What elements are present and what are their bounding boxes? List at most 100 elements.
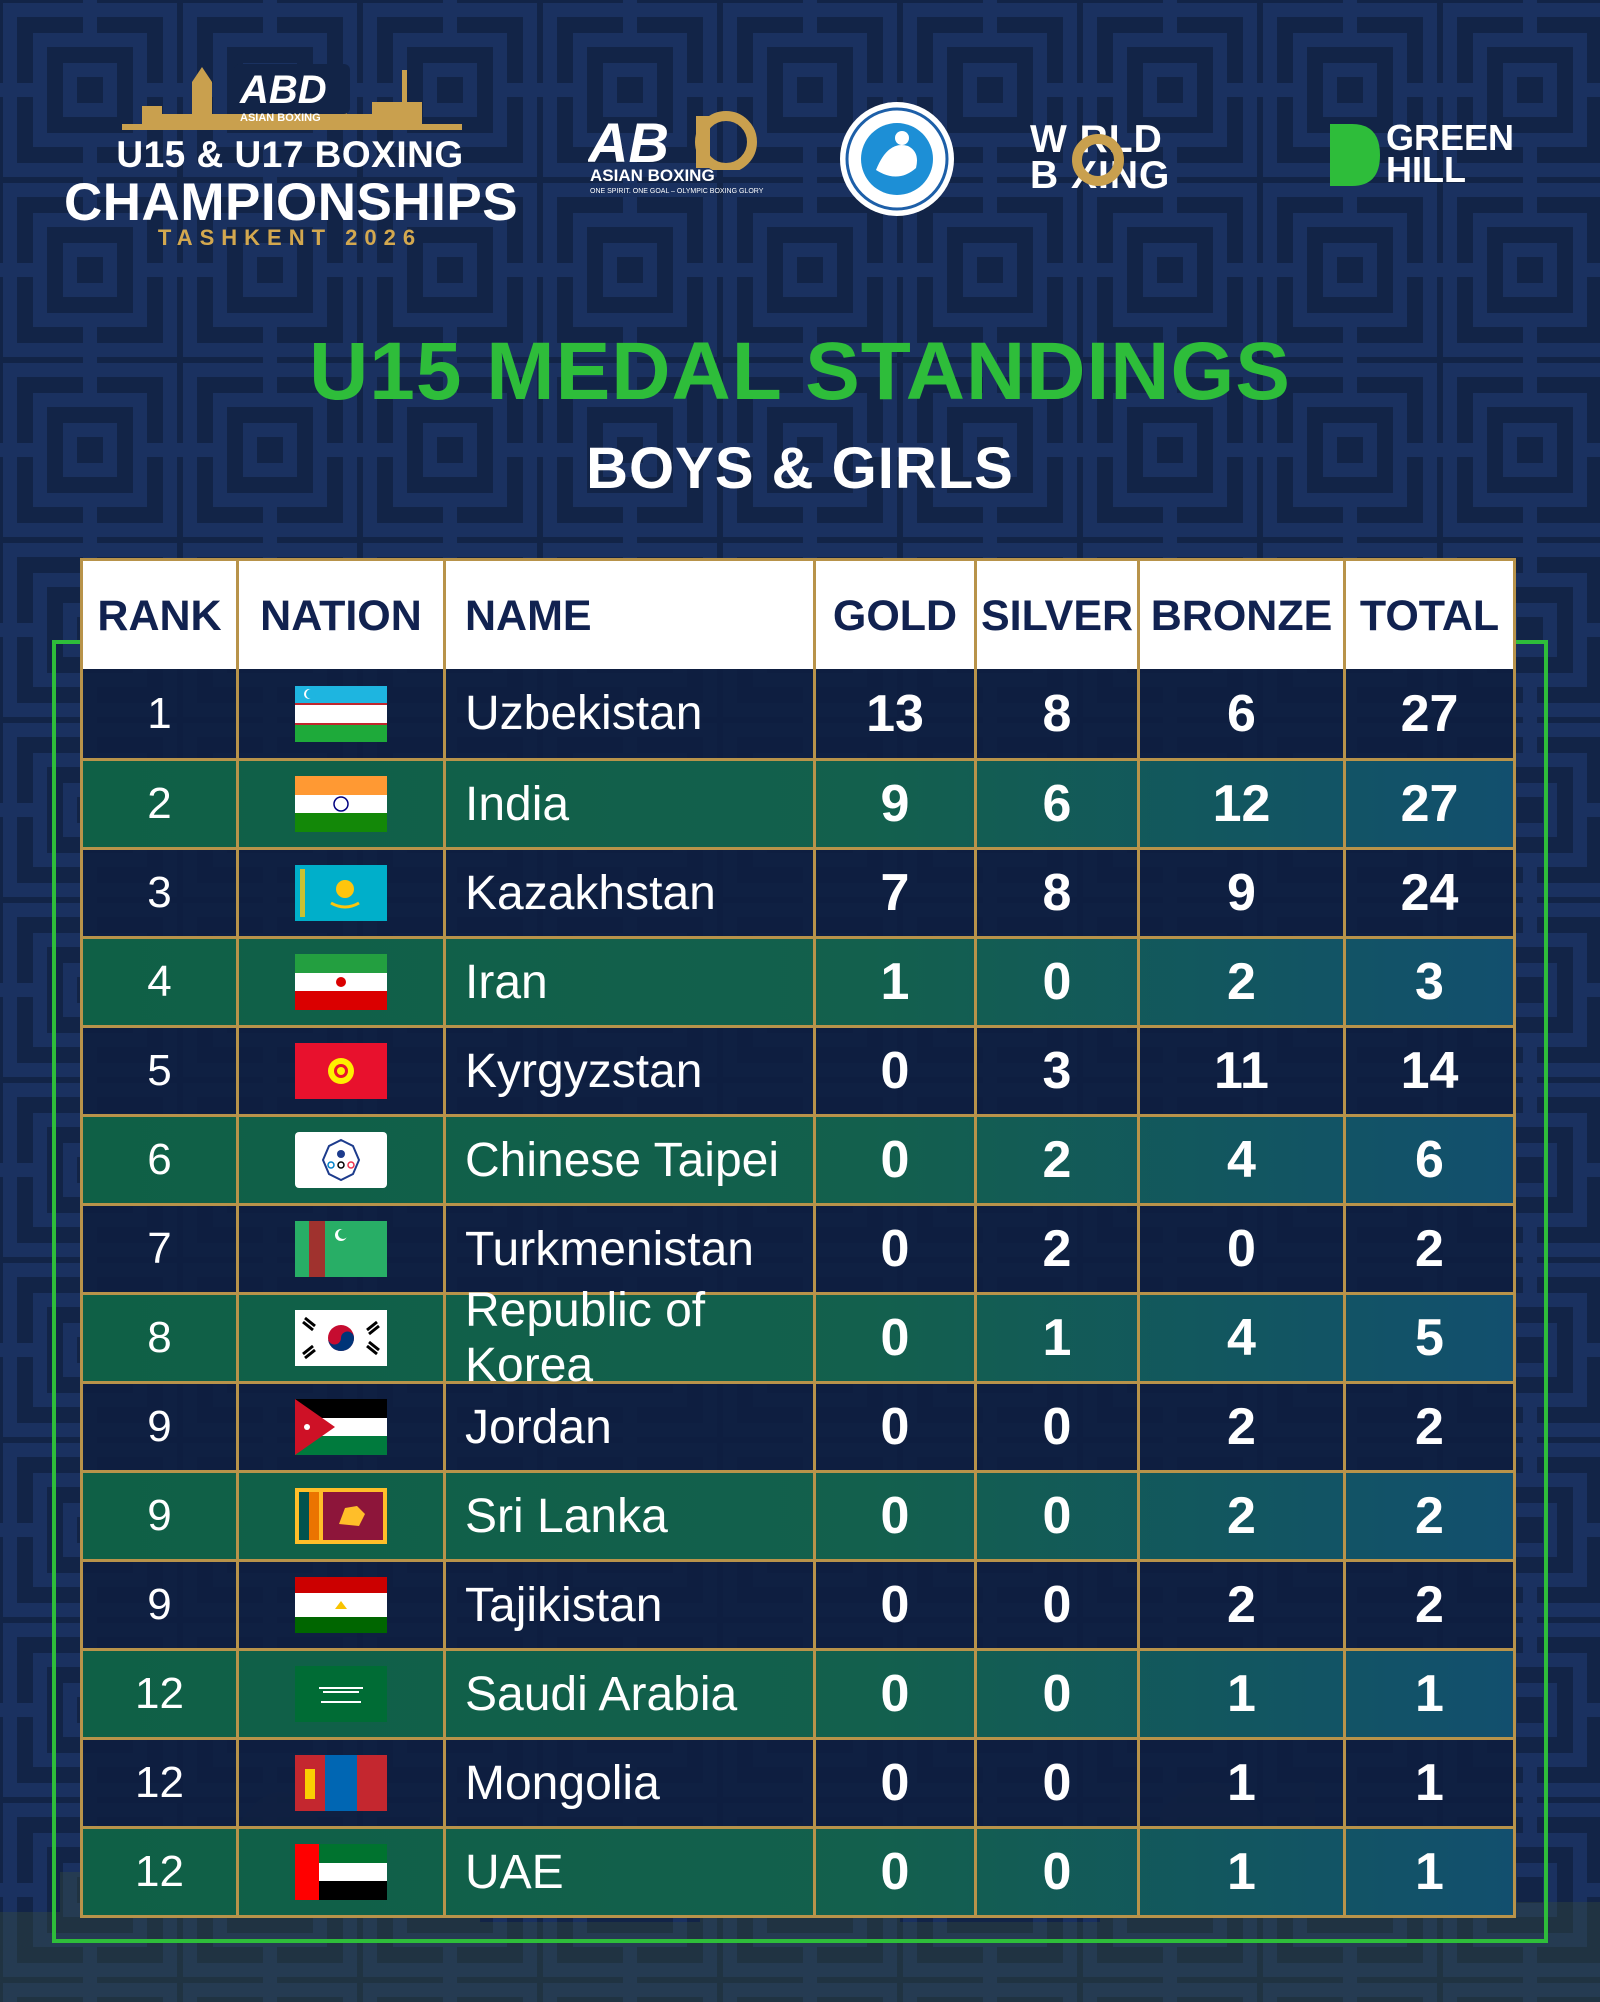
silver-cell: 8 <box>974 850 1137 936</box>
rank-cell: 7 <box>147 1224 172 1273</box>
gold-cell: 0 <box>813 1740 974 1826</box>
nation-cell <box>236 1829 443 1915</box>
gold-cell: 0 <box>813 1384 974 1470</box>
silver-cell: 0 <box>974 1384 1137 1470</box>
gold-cell: 9 <box>813 761 974 847</box>
world-boxing-line2: B XING <box>1030 154 1171 197</box>
total-cell: 14 <box>1343 1028 1513 1114</box>
bronze-cell: 9 <box>1137 850 1343 936</box>
kyrgyzstan-flag-icon <box>295 1043 387 1099</box>
silver-cell: 2 <box>974 1206 1137 1292</box>
table-header-row: RANK NATION NAME GOLD SILVER BRONZE TOTA… <box>83 561 1513 669</box>
abd-mark: ABD <box>240 68 327 112</box>
total-cell: 27 <box>1343 669 1513 758</box>
name-cell: Tajikistan <box>443 1562 813 1648</box>
bronze-cell: 1 <box>1137 1651 1343 1737</box>
name-cell: Kazakhstan <box>443 850 813 936</box>
chinese-taipei-flag-icon <box>295 1132 387 1188</box>
page-title: U15 MEDAL STANDINGS <box>309 326 1291 417</box>
name-cell: Republic of Korea <box>443 1284 813 1392</box>
column-header-rank: RANK <box>97 591 222 640</box>
tashkent-skyline-crown-icon <box>122 64 462 130</box>
rank-cell: 9 <box>147 1491 172 1540</box>
nation-cell <box>236 1740 443 1826</box>
name-cell: Kyrgyzstan <box>443 1028 813 1114</box>
gold-cell: 1 <box>813 939 974 1025</box>
rank-cell: 4 <box>147 957 172 1006</box>
table-row: 12 Mongolia 0 0 1 1 <box>83 1737 1513 1826</box>
svg-text:AB: AB <box>588 111 669 170</box>
rank-cell: 12 <box>135 1847 184 1896</box>
nation-cell <box>236 939 443 1025</box>
total-cell: 2 <box>1343 1473 1513 1559</box>
gold-cell: 0 <box>813 1473 974 1559</box>
name-cell: Jordan <box>443 1384 813 1470</box>
abd-logo-icon: AB <box>586 111 757 174</box>
championship-logo: ABD ASIAN BOXING U15 & U17 BOXING CHAMPI… <box>64 62 518 252</box>
gold-cell: 0 <box>813 1295 974 1381</box>
gold-cell: 7 <box>813 850 974 936</box>
table-row: 7 Turkmenistan 0 2 0 2 <box>83 1203 1513 1292</box>
table-row: 4 Iran 1 0 2 3 <box>83 936 1513 1025</box>
silver-cell: 1 <box>974 1295 1137 1381</box>
uzbekistan-boxing-federation-logo <box>840 102 954 216</box>
nation-cell <box>236 850 443 936</box>
world-boxing-logo: W RLD B XING <box>1030 118 1260 198</box>
rank-cell: 9 <box>147 1402 172 1451</box>
column-header-nation: NATION <box>236 561 443 669</box>
rank-cell: 9 <box>147 1580 172 1629</box>
silver-cell: 0 <box>974 1651 1137 1737</box>
mongolia-flag-icon <box>295 1755 387 1811</box>
silver-cell: 6 <box>974 761 1137 847</box>
gold-cell: 0 <box>813 1206 974 1292</box>
championship-line3: TASHKENT 2026 <box>157 225 423 250</box>
table-row: 6 Chinese Taipei 0 2 4 6 <box>83 1114 1513 1203</box>
saudi-arabia-flag-icon <box>295 1666 387 1722</box>
nation-cell <box>236 1028 443 1114</box>
iran-flag-icon <box>295 954 387 1010</box>
asian-boxing-logo: AB ASIAN BOXING ONE SPIRIT. ONE GOAL – O… <box>586 110 764 200</box>
total-cell: 3 <box>1343 939 1513 1025</box>
gold-cell: 0 <box>813 1028 974 1114</box>
name-cell: Iran <box>443 939 813 1025</box>
total-cell: 27 <box>1343 761 1513 847</box>
name-cell: Turkmenistan <box>443 1206 813 1292</box>
page-subtitle: BOYS & GIRLS <box>586 436 1014 501</box>
gold-cell: 0 <box>813 1117 974 1203</box>
total-cell: 1 <box>1343 1740 1513 1826</box>
name-cell: Uzbekistan <box>443 669 813 758</box>
total-cell: 2 <box>1343 1384 1513 1470</box>
total-cell: 5 <box>1343 1295 1513 1381</box>
silver-cell: 0 <box>974 1829 1137 1915</box>
bronze-cell: 2 <box>1137 939 1343 1025</box>
total-cell: 2 <box>1343 1562 1513 1648</box>
bronze-cell: 2 <box>1137 1384 1343 1470</box>
total-cell: 2 <box>1343 1206 1513 1292</box>
gold-cell: 13 <box>813 669 974 758</box>
nation-cell <box>236 669 443 758</box>
table-row: 2 India 9 6 12 27 <box>83 758 1513 847</box>
silver-cell: 0 <box>974 1473 1137 1559</box>
silver-cell: 3 <box>974 1028 1137 1114</box>
nation-cell <box>236 1117 443 1203</box>
table-row: 3 Kazakhstan 7 8 9 24 <box>83 847 1513 936</box>
table-row: 12 Saudi Arabia 0 0 1 1 <box>83 1648 1513 1737</box>
bronze-cell: 4 <box>1137 1117 1343 1203</box>
rank-cell: 2 <box>147 779 172 828</box>
green-hill-line1: GREEN <box>1386 117 1515 158</box>
green-hill-mark-icon <box>1330 124 1380 186</box>
nation-cell <box>236 1651 443 1737</box>
bronze-cell: 6 <box>1137 669 1343 758</box>
rank-cell: 12 <box>135 1669 184 1718</box>
bronze-cell: 0 <box>1137 1206 1343 1292</box>
bronze-cell: 4 <box>1137 1295 1343 1381</box>
name-cell: Sri Lanka <box>443 1473 813 1559</box>
table-row: 1 Uzbekistan 13 8 6 27 <box>83 669 1513 758</box>
nation-cell <box>236 1473 443 1559</box>
name-cell: Mongolia <box>443 1740 813 1826</box>
column-header-bronze: BRONZE <box>1137 561 1343 669</box>
silver-cell: 0 <box>974 1740 1137 1826</box>
rank-cell: 12 <box>135 1758 184 1807</box>
rank-cell: 1 <box>147 688 172 738</box>
